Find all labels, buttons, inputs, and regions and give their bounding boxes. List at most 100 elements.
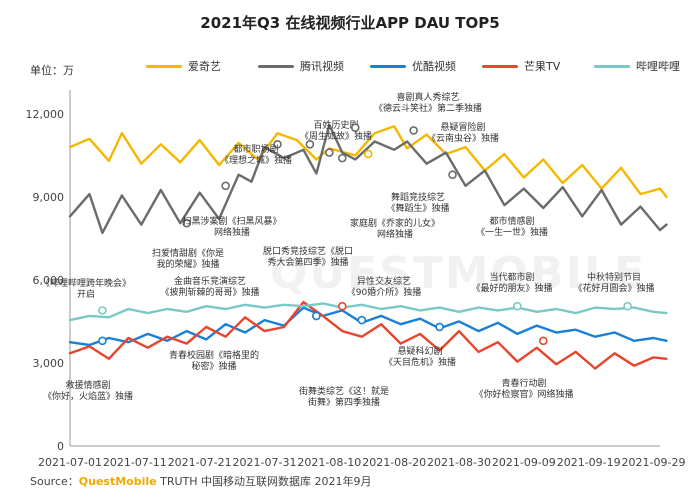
annotation-label: 都市职场剧	[233, 143, 278, 155]
annotation-label: 青春行动剧	[501, 377, 546, 389]
chart-title: 2021年Q3 在线视频行业APP DAU TOP5	[200, 14, 500, 32]
annotation-label: 秘密》独播	[191, 360, 236, 372]
x-tick-label: 2021-07-21	[168, 456, 232, 469]
legend-swatch-youku	[370, 64, 406, 68]
series-line-2	[68, 306, 668, 347]
annotation-label: 舞蹈竞技综艺	[391, 191, 445, 203]
annotation-label: 脱口秀竞技综艺《脱口	[263, 245, 353, 257]
annotation-marker	[273, 139, 282, 149]
annotation-label: 悬疑科幻剧	[397, 345, 442, 357]
annotation-label: 《理想之城》独播	[220, 154, 292, 166]
annotation-marker	[305, 139, 315, 149]
annotation-marker	[338, 301, 347, 311]
annotation-marker	[312, 311, 321, 321]
x-tick-label: 2021-08-20	[362, 456, 426, 469]
annotation-label: 《花好月圆会》独播	[573, 282, 654, 294]
legend-label-mango: 芒果TV	[524, 60, 561, 73]
legend-label-bilibili: 哔哩哔哩	[636, 60, 680, 73]
annotation-marker	[435, 322, 444, 332]
annotation-label: 《最好的朋友》独播	[471, 282, 552, 294]
annotation-label: 救援情感剧	[65, 379, 110, 391]
series-line-0	[68, 125, 668, 199]
annotation-marker	[98, 306, 107, 315]
annotation-label: 《一生一世》独播	[476, 226, 548, 238]
source-prefix: Source：	[30, 475, 79, 488]
y-tick-label: 9,000	[33, 191, 65, 204]
annotation-label: 街舞类综艺《这！就是	[299, 385, 389, 397]
annotation-label: 喜剧真人秀综艺	[396, 91, 459, 103]
series-line-1	[68, 123, 668, 235]
y-tick-label: 6,000	[33, 274, 65, 287]
annotation-marker	[623, 301, 632, 311]
source-brand: QuestMobile	[78, 475, 157, 488]
legend-item-mango: 芒果TV	[482, 58, 594, 74]
legend-item-youku: 优酷视频	[370, 58, 482, 74]
annotation-label: 悬疑冒险剧	[440, 121, 485, 133]
annotation-label: 《哔哩哔哩跨年晚会》	[41, 277, 131, 289]
x-tick-label: 2021-09-09	[492, 456, 556, 469]
annotation-label: 开启	[77, 288, 95, 300]
annotation-marker	[221, 181, 230, 191]
x-tick-label: 2021-09-19	[557, 456, 621, 469]
unit-label: 单位：万	[30, 64, 74, 77]
annotation-label: 青春校园剧《暗格里的	[169, 349, 259, 361]
legend-item-iqiyi: 爱奇艺	[146, 58, 258, 74]
annotation-marker	[182, 218, 192, 228]
annotation-label: 网络独播	[377, 228, 413, 240]
annotation-label: 我的荣耀》独播	[156, 258, 219, 270]
annotation-label: 《云南虫谷》独播	[427, 132, 499, 144]
annotation-label: 《天目危机》独播	[384, 356, 456, 368]
annotation-label: 街舞》第四季独播	[308, 396, 380, 408]
annotation-label: 《你好检察官》网络独播	[474, 388, 573, 400]
legend-label-iqiyi: 爱奇艺	[188, 60, 221, 73]
y-tick-label: 12,000	[26, 108, 65, 121]
annotation-label: 扫爱情甜剧《你是	[152, 247, 224, 259]
legend-swatch-mango	[482, 64, 518, 68]
legend-item-bilibili: 哔哩哔哩	[594, 58, 700, 74]
annotation-label: 扫黑涉案剧《扫黑风暴》	[182, 215, 281, 227]
annotation-label: 金曲音乐竞演综艺	[174, 275, 246, 287]
x-tick-label: 2021-08-30	[427, 456, 491, 469]
watermark: QUESTMOBILE	[270, 248, 647, 299]
source-note: Source：QuestMobile TRUTH 中国移动互联网数据库 2021…	[30, 473, 372, 489]
x-tick-label: 2021-07-01	[38, 456, 102, 469]
annotation-label: 《周生如故》独播	[300, 130, 372, 142]
y-tick-label: 0	[57, 440, 64, 453]
legend-swatch-bilibili	[594, 64, 630, 68]
legend-swatch-tencent	[258, 64, 294, 68]
legend-label-tencent: 腾讯视频	[300, 60, 344, 73]
annotation-label: 百姓历史剧	[313, 119, 358, 131]
annotation-label: 异性交友综艺	[357, 275, 411, 287]
source-suffix: TRUTH 中国移动互联网数据库 2021年9月	[156, 475, 372, 488]
x-tick-label: 2021-07-31	[233, 456, 297, 469]
x-tick-label: 2021-09-29	[622, 456, 686, 469]
annotation-label: 《舞蹈生》独播	[386, 202, 449, 214]
series-line-4	[68, 302, 668, 322]
annotation-label: 中秋特别节目	[587, 271, 641, 283]
annotation-label: 家庭剧《乔家的儿女》	[350, 217, 440, 229]
legend-swatch-iqiyi	[146, 64, 182, 68]
legend-label-youku: 优酷视频	[412, 60, 456, 73]
annotation-marker	[538, 336, 548, 346]
annotation-marker	[338, 153, 347, 163]
annotation-marker	[357, 315, 367, 325]
legend: 爱奇艺 腾讯视频 优酷视频 芒果TV 哔哩哔哩	[146, 58, 700, 74]
annotation-marker	[409, 126, 418, 135]
annotation-marker	[363, 149, 373, 159]
annotation-marker	[325, 148, 334, 157]
annotation-label: 《德云斗笑社》第二季独播	[374, 102, 482, 114]
annotation-label: 秀大会第四季》独播	[267, 256, 348, 268]
annotation-label: 《你好，火焰蓝》独播	[43, 390, 133, 402]
annotation-marker	[513, 301, 522, 311]
annotation-label: 《90婚介所》独播	[347, 286, 421, 298]
annotation-marker	[350, 123, 360, 132]
x-tick-label: 2021-07-11	[103, 456, 167, 469]
series-line-3	[68, 300, 668, 370]
annotation-marker	[448, 170, 457, 180]
annotation-marker	[98, 336, 107, 346]
y-tick-label: 3,000	[33, 357, 65, 370]
x-tick-label: 2021-08-10	[297, 456, 361, 469]
annotation-label: 当代都市剧	[489, 271, 534, 283]
annotation-label: 《披荆斩棘的哥哥》独播	[160, 286, 259, 298]
